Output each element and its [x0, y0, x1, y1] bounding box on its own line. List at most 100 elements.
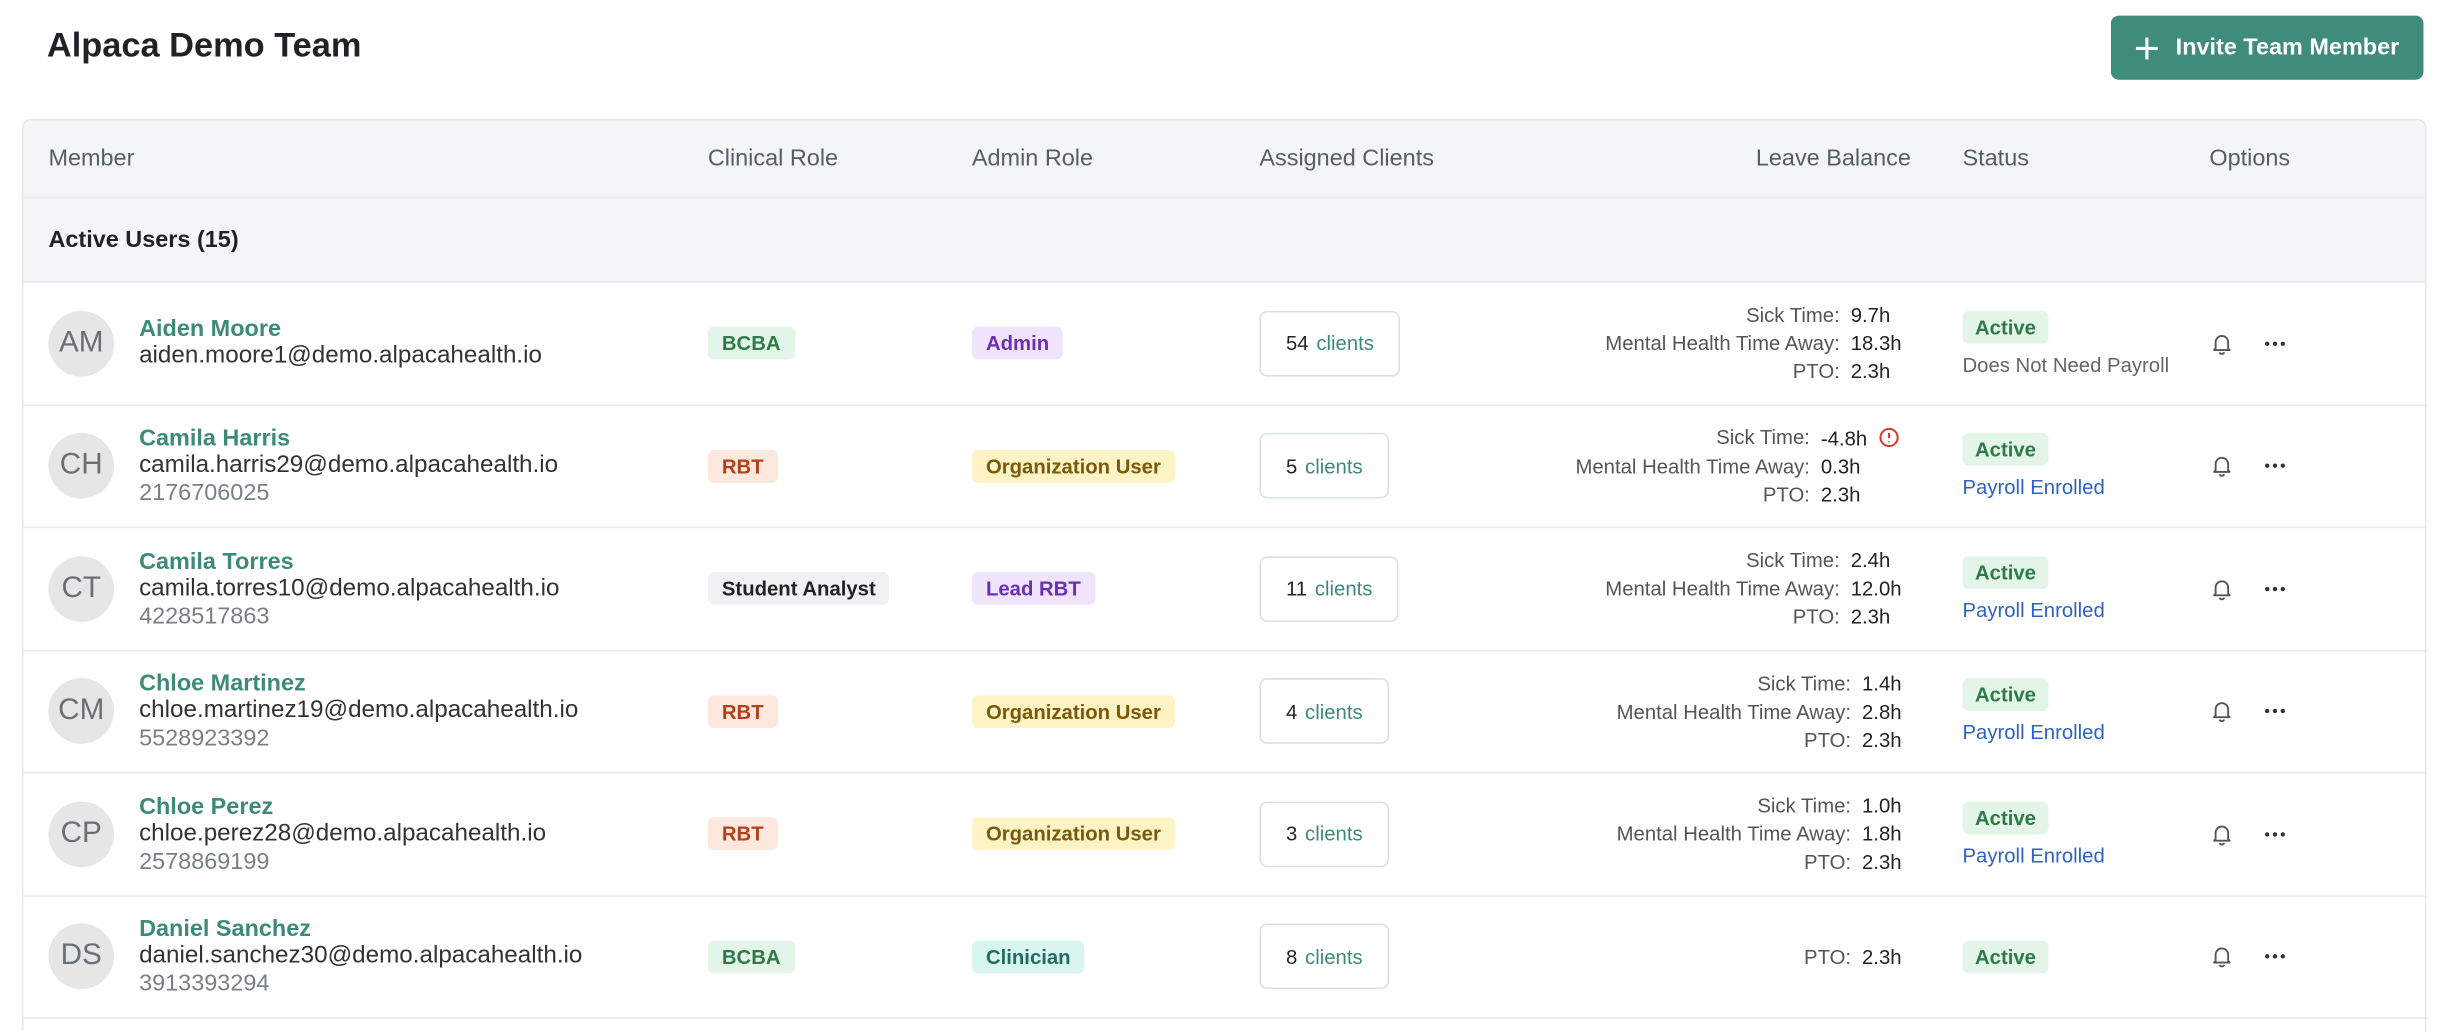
- leave-value: 2.3h: [1850, 605, 1891, 629]
- member-info: Chloe Martinez chloe.martinez19@demo.alpa…: [139, 671, 578, 752]
- options-cell: [2209, 454, 2425, 479]
- member-info: Aiden Moore aiden.moore1@demo.alpacahealt…: [139, 316, 542, 371]
- leave-value: 2.3h: [1862, 944, 1902, 969]
- member-phone: 2176706025: [139, 480, 270, 507]
- payroll-note[interactable]: Payroll Enrolled: [1962, 475, 2105, 499]
- leave-value: 18.3h: [1850, 331, 1902, 356]
- invite-button[interactable]: Invite Team Member: [2110, 15, 2424, 80]
- clients-button[interactable]: 8 clients: [1259, 923, 1390, 990]
- clinical-cell: BCBA: [707, 940, 972, 974]
- clients-cell: 4 clients: [1259, 678, 1572, 745]
- member-phone: 3913393294: [139, 970, 270, 998]
- member-name[interactable]: Daniel Sanchez: [139, 916, 312, 943]
- bell-button[interactable]: [2209, 454, 2234, 479]
- avatar: CH: [48, 433, 115, 499]
- clients-count: 3: [1285, 822, 1298, 846]
- admin-cell: Clinician: [971, 940, 1260, 974]
- column-header: Options: [2209, 145, 2291, 172]
- more-button[interactable]: [2263, 454, 2288, 479]
- more-button[interactable]: [2263, 331, 2288, 356]
- avatar: AM: [48, 310, 115, 377]
- clinical-role: Student Analyst: [707, 572, 890, 606]
- member-name[interactable]: Aiden Moore: [139, 316, 282, 343]
- group-row: Active Users (15): [23, 198, 2425, 283]
- leave-cell: PTO: 2.3h: [1572, 945, 1911, 968]
- admin-cell: Organization User: [971, 817, 1260, 851]
- status-badge: Active: [1962, 678, 2049, 712]
- clients-button[interactable]: 11 clients: [1259, 555, 1399, 622]
- member-row: DS Daniel Sanchez daniel.sanchez30@demo.al…: [23, 896, 2425, 1019]
- member-name[interactable]: Camila Harris: [139, 425, 291, 452]
- leave-value: 12.0h: [1850, 576, 1902, 601]
- member-cell: CH Camila Harris camila.harris29@demo.alpa…: [23, 425, 707, 507]
- leave-value: 9.7h: [1850, 303, 1891, 327]
- status-cell: Active Payroll Enrolled: [1911, 801, 2209, 867]
- table-header: Member Clinical Role Admin Role Assigned Cl…: [23, 120, 2425, 199]
- clients-button[interactable]: 54 clients: [1259, 310, 1401, 377]
- leave-cell: Sick Time: -4.8h Mental Health Time Away: 0…: [1572, 425, 1911, 507]
- status-badge: Active: [1962, 801, 2049, 834]
- admin-cell: Lead RBT: [971, 572, 1260, 606]
- column-header: Clinical Role: [707, 145, 839, 172]
- options-cell: [2209, 944, 2425, 969]
- leave-label: Mental Health Time Away:: [1605, 576, 1840, 601]
- clients-button[interactable]: 3 clients: [1259, 801, 1390, 867]
- leave-balance: Sick Time: 2.4h Mental Health Time Away: 12…: [1605, 549, 1901, 629]
- options-cell: [2209, 576, 2425, 601]
- member-name[interactable]: Chloe Perez: [139, 793, 274, 820]
- more-button[interactable]: [2263, 944, 2288, 969]
- member-email: chloe.martinez19@demo.alpacahealth.io: [139, 697, 579, 724]
- member-cell: CM Chloe Martinez chloe.martinez19@demo.al…: [23, 671, 707, 752]
- admin-role: Admin: [971, 326, 1064, 360]
- leave-value: 2.3h: [1820, 483, 1861, 507]
- leave-value-text: -4.8h: [1820, 426, 1868, 450]
- payroll-note[interactable]: Payroll Enrolled: [1962, 720, 2105, 745]
- clients-button[interactable]: 4 clients: [1259, 678, 1390, 745]
- admin-cell: Admin: [971, 326, 1260, 360]
- member-cell: DS Daniel Sanchez daniel.sanchez30@demo.al…: [23, 916, 707, 997]
- member-info: Camila Torres camila.torres10@demo.alpaca…: [139, 548, 559, 629]
- leave-value: 2.3h: [1862, 850, 1902, 874]
- member-name[interactable]: Chloe Martinez: [139, 670, 306, 698]
- member-cell: CP Chloe Perez chloe.perez28@demo.alpacahe…: [23, 793, 707, 875]
- clients-button[interactable]: 5 clients: [1259, 433, 1390, 499]
- clinical-role: RBT: [707, 449, 778, 483]
- leave-label: Sick Time:: [1716, 425, 1810, 449]
- clinical-role: BCBA: [707, 326, 795, 360]
- leave-cell: Sick Time: 1.0h Mental Health Time Away: 1.…: [1572, 794, 1911, 874]
- clients-cell: 11 clients: [1259, 555, 1572, 622]
- leave-value: 1.8h: [1862, 822, 1902, 846]
- clinical-role: BCBA: [707, 940, 795, 974]
- more-button[interactable]: [2263, 821, 2288, 846]
- status-cell: Active Payroll Enrolled: [1911, 555, 2209, 622]
- member-email: daniel.sanchez30@demo.alpacahealth.io: [139, 942, 583, 970]
- bell-button[interactable]: [2209, 331, 2234, 356]
- status-badge: Active: [1962, 940, 2049, 974]
- member-name[interactable]: Camila Torres: [139, 548, 294, 575]
- clients-count: 8: [1285, 944, 1298, 969]
- bell-button[interactable]: [2209, 699, 2234, 724]
- payroll-note[interactable]: Payroll Enrolled: [1962, 843, 2105, 867]
- clinical-cell: RBT: [707, 449, 972, 483]
- leave-value: 2.3h: [1862, 727, 1902, 752]
- leave-value: 2.4h: [1850, 548, 1891, 573]
- avatar: CT: [48, 555, 115, 622]
- status-badge: Active: [1962, 310, 2049, 344]
- member-email: chloe.perez28@demo.alpacahealth.io: [139, 819, 547, 847]
- payroll-note[interactable]: Payroll Enrolled: [1962, 598, 2105, 622]
- clients-count: 4: [1285, 699, 1298, 724]
- bell-button[interactable]: [2209, 821, 2234, 846]
- more-button[interactable]: [2263, 699, 2288, 724]
- bell-button[interactable]: [2209, 944, 2234, 969]
- more-button[interactable]: [2263, 576, 2288, 601]
- leave-value: -4.8h: [1821, 425, 1902, 450]
- clinical-cell: RBT: [707, 694, 972, 728]
- clients-count: 54: [1285, 331, 1309, 356]
- bell-button[interactable]: [2209, 576, 2234, 601]
- leave-balance: Sick Time: 9.7h Mental Health Time Away: 18…: [1605, 304, 1901, 384]
- leave-balance: Sick Time: 1.4h Mental Health Time Away: 2.…: [1617, 671, 1902, 751]
- leave-label: PTO:: [1804, 727, 1852, 752]
- admin-cell: Organization User: [971, 449, 1260, 483]
